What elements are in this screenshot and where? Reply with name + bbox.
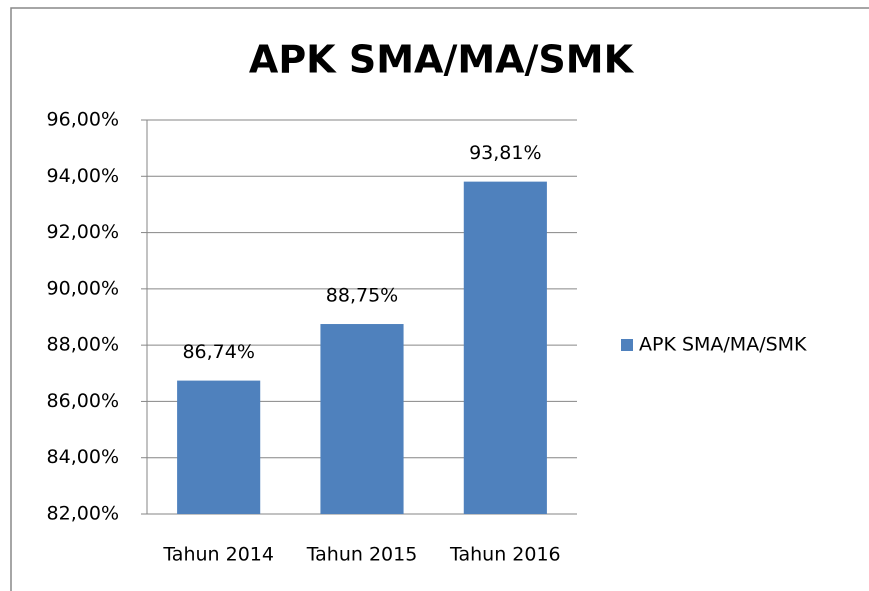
- legend-swatch: [621, 339, 633, 351]
- data-label: 86,74%: [182, 341, 254, 363]
- y-tick-label: 96,00%: [47, 109, 119, 131]
- y-tick-label: 86,00%: [47, 390, 119, 412]
- y-tick-label: 92,00%: [47, 221, 119, 243]
- bar: [177, 380, 261, 514]
- chart-border: [10, 7, 869, 591]
- y-tick-label: 82,00%: [47, 503, 119, 525]
- bar: [463, 181, 547, 514]
- x-tick-label: Tahun 2016: [449, 544, 561, 566]
- data-label: 93,81%: [469, 142, 541, 164]
- bar: [320, 324, 404, 514]
- y-tick-label: 94,00%: [47, 165, 119, 187]
- x-tick-label: Tahun 2014: [162, 544, 274, 566]
- data-label: 88,75%: [326, 285, 398, 307]
- y-tick-label: 84,00%: [47, 446, 119, 468]
- legend-label: APK SMA/MA/SMK: [639, 334, 807, 356]
- y-tick-label: 90,00%: [47, 277, 119, 299]
- y-tick-label: 88,00%: [47, 334, 119, 356]
- x-tick-label: Tahun 2015: [306, 544, 418, 566]
- chart-title: APK SMA/MA/SMK: [249, 38, 635, 82]
